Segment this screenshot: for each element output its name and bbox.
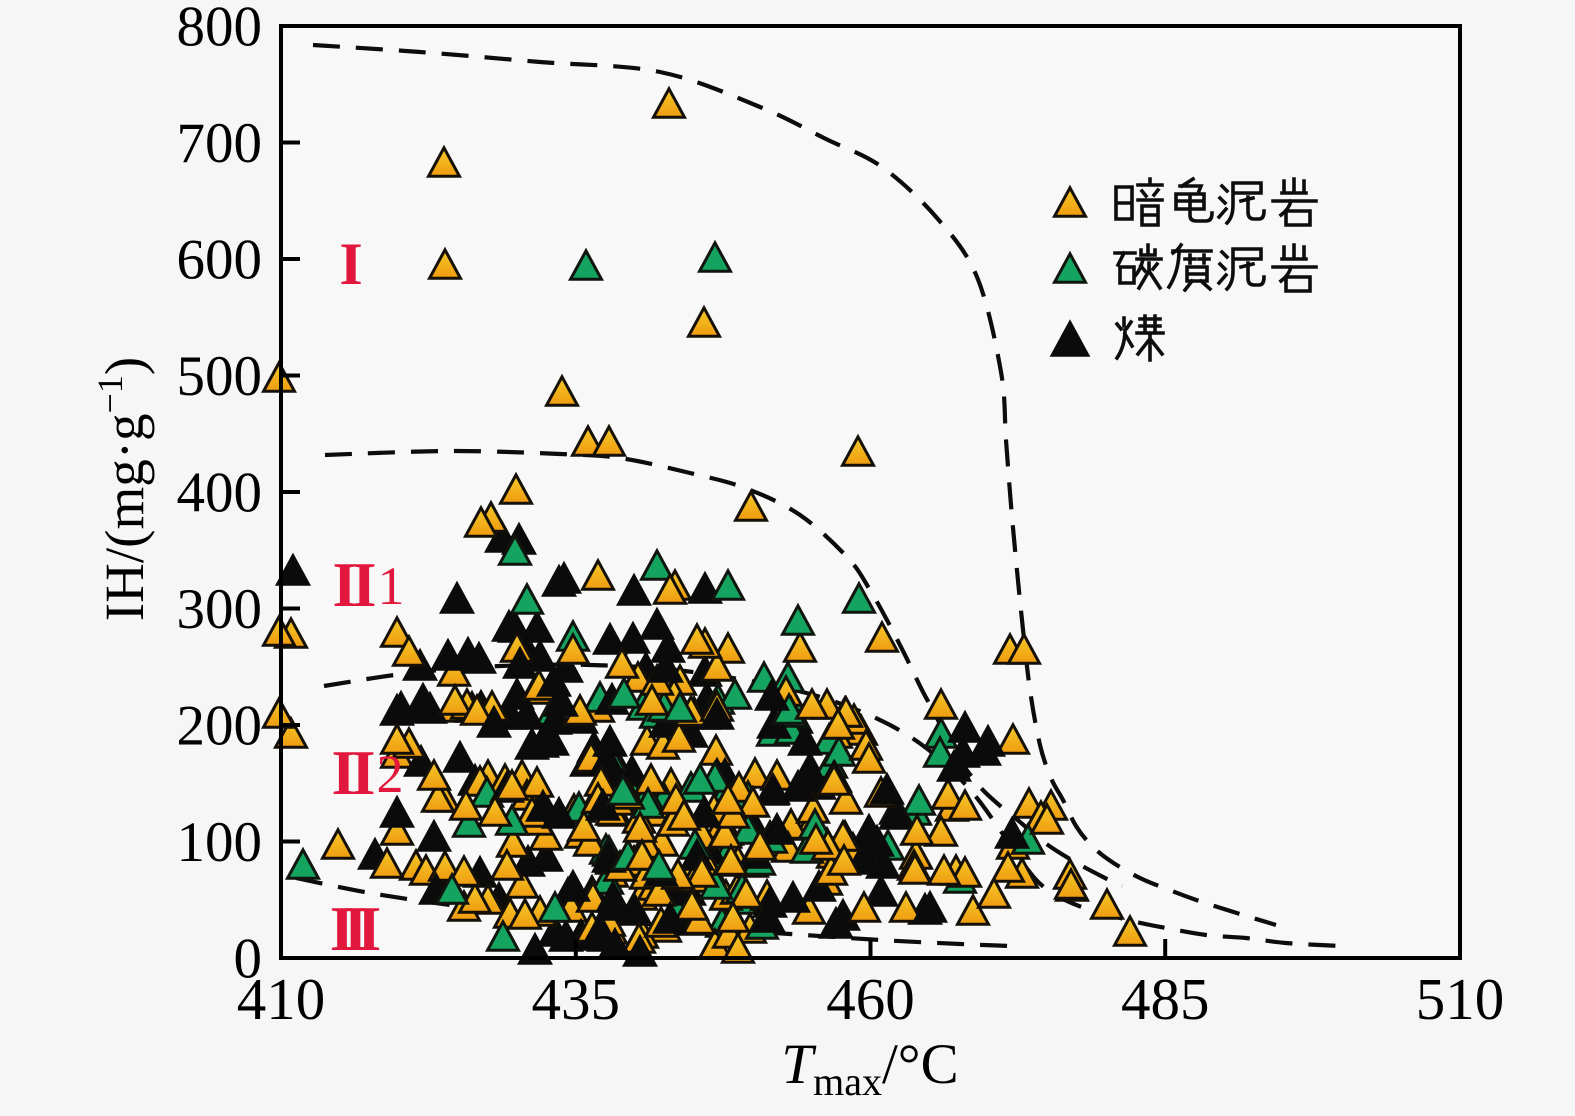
svg-text:0: 0 xyxy=(234,928,263,991)
svg-text:II: II xyxy=(332,550,375,620)
svg-text:2: 2 xyxy=(377,744,404,804)
svg-text:460: 460 xyxy=(826,966,915,1032)
svg-text:100: 100 xyxy=(177,811,263,874)
svg-text:800: 800 xyxy=(177,0,263,59)
svg-text:700: 700 xyxy=(177,112,263,175)
svg-text:1: 1 xyxy=(378,556,405,616)
svg-text:400: 400 xyxy=(177,462,263,525)
svg-text:485: 485 xyxy=(1121,966,1210,1032)
svg-text:435: 435 xyxy=(532,966,621,1032)
svg-text:200: 200 xyxy=(177,695,263,758)
svg-text:410: 410 xyxy=(237,966,326,1032)
svg-text:I: I xyxy=(339,231,362,297)
svg-text:II: II xyxy=(331,738,374,808)
svg-text:500: 500 xyxy=(177,345,263,408)
svg-text:Tmax/°C: Tmax/°C xyxy=(781,1033,958,1104)
svg-text:300: 300 xyxy=(177,578,263,641)
svg-text:600: 600 xyxy=(177,229,263,292)
svg-text:510: 510 xyxy=(1416,966,1505,1032)
svg-text:IH/(mg·g−1): IH/(mg·g−1) xyxy=(90,357,155,621)
